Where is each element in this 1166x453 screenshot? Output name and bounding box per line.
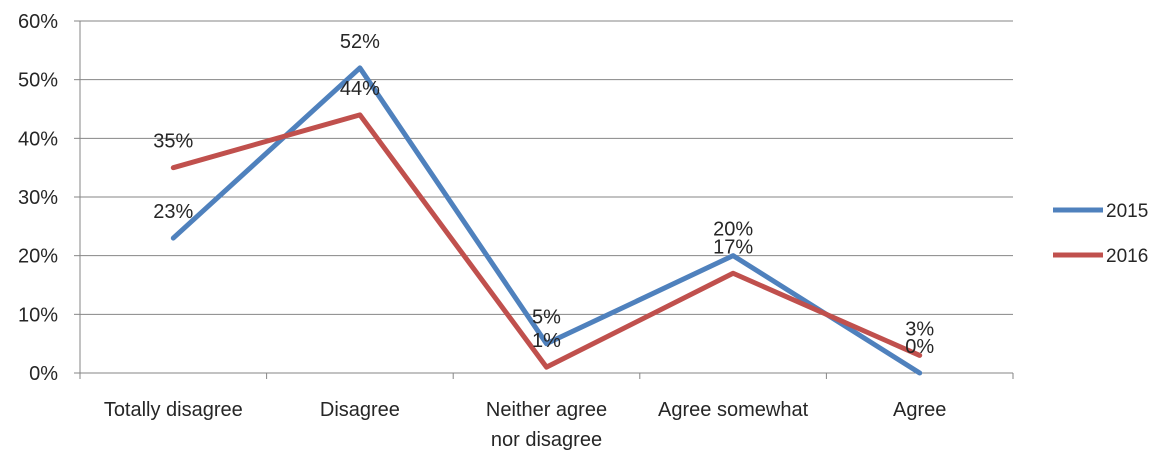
data-label-2016: 35% — [153, 131, 193, 153]
data-label-2016: 1% — [532, 330, 561, 352]
x-tick-label: Totally disagree — [104, 399, 243, 421]
gridlines — [80, 20, 1013, 315]
y-tick-label: 50% — [18, 70, 58, 92]
data-labels: 23% 52% 5% 20% 0% 35% 44% 1% 17% 3% — [153, 31, 934, 358]
legend-label-2015: 2015 — [1106, 201, 1148, 222]
y-tick-label: 40% — [18, 128, 58, 150]
x-tick-label: Neither agree nor disagree — [486, 399, 607, 451]
legend-label-2016: 2016 — [1106, 246, 1148, 267]
data-label-2016: 3% — [905, 318, 934, 340]
legend: 2015 2016 — [1053, 201, 1148, 267]
y-tick-label: 20% — [18, 246, 58, 268]
series-lines — [170, 65, 923, 376]
data-label-2015: 20% — [713, 219, 753, 241]
y-tick-label: 60% — [18, 11, 58, 33]
y-axis-tick-labels: 0% 10% 20% 30% 40% 50% 60% — [18, 11, 58, 385]
series-line-2016 — [170, 112, 923, 370]
data-label-2016: 17% — [713, 236, 753, 258]
x-tick-label: Agree — [893, 399, 946, 421]
x-tick-label: Agree somewhat — [658, 399, 809, 421]
y-tick-label: 10% — [18, 304, 58, 326]
x-axis-tick-labels: Totally disagree Disagree Neither agree nor… — [104, 399, 947, 451]
series-line-2015 — [170, 65, 923, 376]
data-label-2015: 23% — [153, 201, 193, 223]
y-tick-label: 30% — [18, 187, 58, 209]
x-tick-label: Disagree — [320, 399, 400, 421]
data-label-2015: 52% — [340, 31, 380, 53]
axes — [74, 20, 1014, 379]
data-label-2015: 0% — [905, 336, 934, 358]
data-label-2016: 44% — [340, 78, 380, 100]
y-tick-label: 0% — [29, 363, 58, 385]
data-label-2015: 5% — [532, 307, 561, 329]
